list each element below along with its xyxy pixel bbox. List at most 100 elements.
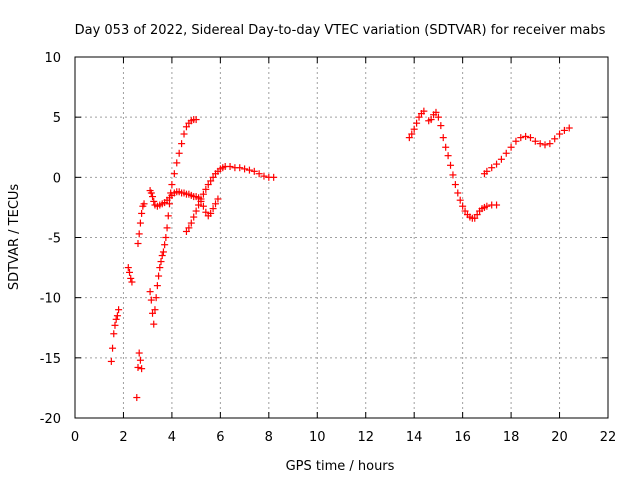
data-point xyxy=(522,132,530,140)
x-tick-label: 16 xyxy=(454,430,471,445)
data-point xyxy=(207,177,215,185)
data-point xyxy=(170,170,178,178)
data-point xyxy=(136,219,144,227)
data-point xyxy=(556,130,564,138)
data-point xyxy=(439,134,447,142)
data-point xyxy=(226,163,234,171)
data-point xyxy=(147,296,155,304)
data-point xyxy=(180,130,188,138)
data-point xyxy=(156,264,164,272)
data-point xyxy=(437,122,445,130)
data-point xyxy=(405,134,413,142)
data-point xyxy=(133,394,141,402)
data-point xyxy=(149,309,157,317)
data-point xyxy=(134,363,142,371)
y-axis-label: SDTVAR / TECUs xyxy=(7,184,22,291)
data-point xyxy=(126,268,134,276)
data-point xyxy=(175,149,183,157)
data-point xyxy=(517,134,525,142)
data-point xyxy=(483,167,491,175)
x-tick-label: 8 xyxy=(265,430,273,445)
data-point xyxy=(164,212,172,220)
data-point xyxy=(182,227,190,235)
data-point xyxy=(124,264,132,272)
data-point xyxy=(190,213,198,221)
data-point xyxy=(202,185,210,193)
data-point xyxy=(147,189,155,197)
data-point xyxy=(157,258,165,266)
data-point xyxy=(420,107,428,115)
data-point xyxy=(408,130,416,138)
data-point xyxy=(138,209,146,217)
data-point xyxy=(158,252,166,260)
axis-ticks: 0 2 4 6 8 10 12 14 16 18 20 22 -20 -15 -10 -5 0 5 10 xyxy=(40,51,617,445)
data-point xyxy=(459,202,467,210)
data-point xyxy=(182,123,190,131)
data-point xyxy=(162,234,170,241)
x-tick-label: 14 xyxy=(406,430,423,445)
data-point xyxy=(149,193,157,201)
data-point xyxy=(483,202,491,210)
data-point xyxy=(192,207,200,215)
data-point xyxy=(442,143,450,151)
data-point xyxy=(447,161,455,169)
x-tick-label: 10 xyxy=(309,430,326,445)
x-tick-label: 2 xyxy=(119,430,127,445)
data-point xyxy=(199,202,207,210)
data-point xyxy=(546,140,554,148)
chart-title: Day 053 of 2022, Sidereal Day-to-day VTE… xyxy=(75,23,606,38)
data-point xyxy=(488,164,496,172)
data-point xyxy=(413,119,421,127)
y-tick-label: -10 xyxy=(40,292,61,307)
data-point xyxy=(493,160,501,168)
data-point xyxy=(451,181,459,189)
data-point xyxy=(207,209,215,217)
x-tick-label: 12 xyxy=(357,430,374,445)
data-point xyxy=(150,320,158,328)
data-point xyxy=(197,195,205,203)
data-point xyxy=(173,159,181,167)
x-tick-label: 4 xyxy=(168,430,176,445)
data-point xyxy=(214,195,222,203)
data-point xyxy=(161,241,169,249)
data-point xyxy=(415,113,423,121)
data-point xyxy=(456,196,464,204)
data-point xyxy=(497,155,505,163)
data-point xyxy=(168,181,176,189)
y-tick-label: 0 xyxy=(53,171,61,186)
data-point xyxy=(427,116,435,124)
data-point xyxy=(536,140,544,148)
data-point xyxy=(526,134,534,142)
data-point xyxy=(454,189,462,197)
data-point xyxy=(444,152,452,160)
data-point xyxy=(434,113,442,121)
data-point xyxy=(410,125,418,133)
data-point xyxy=(270,173,278,181)
data-point xyxy=(163,224,171,232)
data-point xyxy=(236,164,244,172)
data-point xyxy=(155,272,163,280)
data-point xyxy=(507,143,515,151)
grid xyxy=(75,57,608,418)
data-point xyxy=(185,224,193,232)
data-point xyxy=(138,365,146,373)
x-axis-label: GPS time / hours xyxy=(286,459,395,474)
data-points xyxy=(107,107,573,402)
data-point xyxy=(493,201,501,209)
data-point xyxy=(502,149,510,157)
data-point xyxy=(152,294,160,302)
data-point xyxy=(541,141,549,149)
data-point xyxy=(241,165,249,173)
data-point xyxy=(565,124,573,132)
data-point xyxy=(135,349,143,357)
data-point xyxy=(250,167,258,175)
data-point xyxy=(110,330,118,338)
data-point xyxy=(209,173,217,181)
data-point xyxy=(245,166,253,174)
data-point xyxy=(209,205,217,213)
data-point xyxy=(146,288,154,296)
data-point xyxy=(113,312,121,320)
data-point xyxy=(112,315,120,323)
data-point xyxy=(471,214,479,222)
y-tick-label: 10 xyxy=(44,51,61,66)
